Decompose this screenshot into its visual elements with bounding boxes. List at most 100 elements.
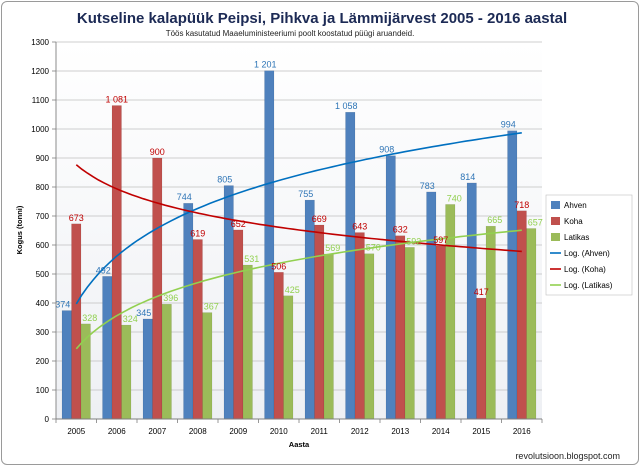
trendline-koha	[75, 164, 522, 253]
x-tick-label: 2016	[513, 427, 531, 436]
bar-latikas	[161, 303, 172, 420]
data-label-latikas: 425	[285, 285, 300, 295]
y-tick-label: 200	[36, 357, 50, 366]
x-tick-label: 2013	[391, 427, 409, 436]
bar-koha	[354, 232, 365, 420]
x-tick-label: 2008	[189, 427, 207, 436]
legend-label-koha: Koha	[564, 217, 583, 226]
legend-label-trend-ahven: Log. (Ahven)	[564, 249, 610, 258]
bar-latikas	[364, 253, 375, 420]
legend-swatch-koha	[551, 217, 560, 225]
data-label-latikas: 396	[163, 293, 178, 303]
y-tick-label: 600	[36, 241, 50, 250]
data-label-koha: 673	[69, 213, 84, 223]
data-label-ahven: 345	[136, 308, 151, 318]
y-tick-label: 1200	[31, 67, 49, 76]
data-label-ahven: 755	[298, 189, 313, 199]
data-label-ahven: 1 058	[335, 101, 358, 111]
x-tick-label: 2006	[108, 427, 126, 436]
bar-ahven	[61, 310, 72, 420]
y-tick-label: 800	[36, 183, 50, 192]
bar-ahven	[142, 318, 153, 420]
data-label-ahven: 908	[379, 145, 394, 155]
data-label-latikas: 324	[123, 314, 138, 324]
data-label-ahven: 1 201	[254, 60, 277, 70]
data-label-koha: 597	[433, 235, 448, 245]
bar-koha	[233, 229, 244, 420]
data-label-koha: 718	[514, 200, 529, 210]
data-label-ahven: 805	[217, 175, 232, 185]
y-tick-label: 700	[36, 212, 50, 221]
bar-koha	[314, 224, 325, 420]
bar-latikas	[283, 295, 294, 420]
data-label-latikas: 657	[528, 217, 543, 227]
data-label-koha: 643	[352, 222, 367, 232]
x-tick-label: 2007	[148, 427, 166, 436]
data-label-ahven: 492	[96, 265, 111, 275]
legend-label-ahven: Ahven	[564, 201, 587, 210]
bar-ahven	[102, 276, 113, 420]
bar-ahven	[345, 111, 356, 420]
bar-ahven	[426, 191, 437, 420]
bar-ahven	[507, 130, 518, 420]
data-label-latikas: 531	[244, 254, 259, 264]
bar-koha	[516, 210, 527, 420]
y-tick-label: 0	[45, 415, 50, 424]
bar-koha	[435, 245, 446, 420]
chart-subtitle: Töös kasutatud Maaeluministeeriumi poolt…	[166, 29, 415, 38]
legend: Ahven Koha Latikas Log. (Ahven) Log. (Koha) L…	[545, 194, 633, 296]
bar-latikas	[202, 312, 213, 420]
x-tick-label: 2011	[311, 427, 329, 436]
x-tick-label: 2010	[270, 427, 288, 436]
bar-ahven	[385, 155, 396, 420]
data-label-koha: 1 081	[105, 95, 128, 105]
footer-credit: revolutsioon.blogspot.com	[515, 451, 620, 461]
legend-swatch-latikas	[551, 233, 560, 241]
y-axis-title: Kogus (tonni)	[15, 205, 24, 254]
data-label-koha: 506	[271, 261, 286, 271]
y-tick-label: 100	[36, 386, 50, 395]
data-label-latikas: 570	[366, 243, 381, 253]
bar-koha	[71, 223, 82, 420]
legend-box	[545, 194, 633, 296]
y-tick-label: 1300	[31, 38, 49, 47]
data-label-latikas: 592	[406, 236, 421, 246]
trendline-latikas	[75, 229, 522, 350]
y-tick-label: 400	[36, 299, 50, 308]
legend-label-trend-koha: Log. (Koha)	[564, 265, 606, 274]
bar-latikas	[485, 225, 496, 420]
data-label-ahven: 814	[460, 172, 475, 182]
bar-koha	[395, 235, 406, 420]
bar-latikas	[121, 324, 132, 420]
data-label-koha: 669	[312, 214, 327, 224]
bar-latikas	[404, 247, 415, 420]
data-label-ahven: 783	[420, 181, 435, 191]
y-tick-label: 1000	[31, 125, 49, 134]
y-tick-label: 300	[36, 328, 50, 337]
data-label-ahven: 744	[177, 192, 192, 202]
bar-koha	[273, 272, 284, 420]
chart-title: Kutseline kalapüük Peipsi, Pihkva ja Läm…	[77, 10, 567, 27]
bar-koha	[111, 105, 122, 420]
x-tick-label: 2009	[229, 427, 247, 436]
data-label-ahven: 374	[55, 300, 70, 310]
bar-latikas	[242, 264, 253, 420]
data-label-koha: 632	[393, 225, 408, 235]
bar-latikas	[323, 253, 334, 420]
bar-koha	[192, 239, 203, 420]
bar-koha	[152, 157, 163, 420]
data-label-latikas: 328	[82, 313, 97, 323]
data-label-latikas: 665	[487, 215, 502, 225]
legend-label-trend-latikas: Log. (Latikas)	[564, 281, 613, 290]
legend-swatch-ahven	[551, 201, 560, 209]
x-tick-label: 2005	[67, 427, 85, 436]
bar-ahven	[264, 70, 275, 420]
bar-ahven	[304, 199, 315, 420]
bar-koha	[476, 297, 487, 420]
x-tick-label: 2012	[351, 427, 369, 436]
bar-latikas	[526, 228, 537, 420]
x-axis-title: Aasta	[289, 440, 310, 449]
data-label-ahven: 994	[501, 120, 516, 130]
legend-label-latikas: Latikas	[564, 233, 589, 242]
